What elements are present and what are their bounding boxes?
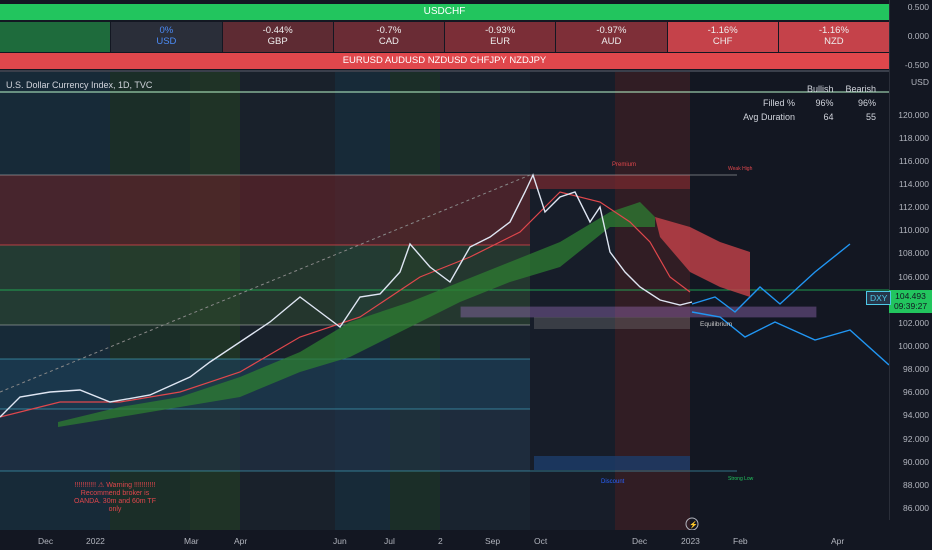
- strength-cell-cad[interactable]: -0.7% CAD: [333, 22, 445, 52]
- weak-high-label: Weak High: [728, 166, 753, 172]
- strength-code: NZD: [824, 36, 844, 47]
- pane-separator[interactable]: [0, 70, 889, 72]
- strong-low-label: Strong Low: [728, 476, 754, 482]
- strength-cell-nzd[interactable]: -1.16% NZD: [778, 22, 889, 52]
- equilibrium-label: Equilibrium: [700, 321, 732, 328]
- strength-value: -0.97%: [596, 25, 627, 36]
- pair-title: USDCHF: [0, 4, 889, 20]
- projection-down: [691, 311, 889, 366]
- strength-cell-gbp[interactable]: -0.44% GBP: [222, 22, 334, 52]
- strength-code: GBP: [267, 36, 288, 47]
- stats-header-bull: Bullish: [806, 84, 834, 94]
- stats-table: Bullish Bearish Filled % 96% 96% Avg Durati…: [737, 82, 882, 124]
- currency-strength-row: 0% USD -0.44% GBP -0.7% CAD -0.93% EUR -0.97…: [0, 22, 889, 52]
- equilibrium-box[interactable]: [460, 306, 817, 318]
- strength-value: -0.44%: [262, 25, 293, 36]
- price-chart[interactable]: Premium Weak High Equilibrium Discount S…: [0, 72, 889, 530]
- strength-value: -1.16%: [818, 25, 849, 36]
- stats-label: Filled %: [762, 98, 795, 108]
- premium-label: Premium: [612, 162, 636, 168]
- symbol-tag: DXY: [866, 291, 892, 305]
- cloud-bearish: [655, 217, 750, 297]
- strength-code: CHF: [712, 36, 733, 47]
- svg-text:⚡: ⚡: [689, 520, 698, 529]
- strength-cell-eur[interactable]: -0.93% EUR: [445, 22, 557, 52]
- strength-cell-aud[interactable]: -0.97% AUD: [556, 22, 668, 52]
- pairs-list: EURUSD AUDUSD NZDUSD CHFJPY NZDJPY: [0, 53, 889, 69]
- currency-label: USD: [911, 77, 929, 87]
- price-series: [0, 173, 693, 418]
- last-price-tag: 104.493 09:39:27: [889, 290, 932, 313]
- strength-cell-chf[interactable]: -1.16% CHF: [667, 22, 779, 52]
- premium-zone: [0, 175, 530, 245]
- projection-up: [691, 243, 851, 313]
- discount-label: Discount: [601, 479, 625, 485]
- warning-text: !!!!!!!!!!! ⚠ Warning !!!!!!!!!!! Recomm…: [74, 482, 156, 513]
- time-axis[interactable]: Dec 2022 Mar Apr Jun Jul 2 Sep Oct Dec 2…: [38, 536, 845, 546]
- zone-mid: [0, 245, 530, 325]
- strength-cell-usd[interactable]: 0% USD: [111, 22, 223, 52]
- price-axis[interactable]: 0.500 0.000 -0.500 USD 120.000 118.000 1…: [889, 0, 932, 520]
- stats-header-bear: Bearish: [845, 84, 876, 94]
- chart-title: U.S. Dollar Currency Index, 1D, TVC: [6, 80, 153, 90]
- stats-label: Avg Duration: [743, 112, 795, 122]
- strength-value: -0.93%: [485, 25, 516, 36]
- strength-code: EUR: [490, 36, 511, 47]
- cloud-bullish: [58, 202, 655, 427]
- bolt-icon[interactable]: [685, 517, 699, 530]
- strength-cell[interactable]: [0, 22, 112, 52]
- strength-code: USD: [156, 36, 177, 47]
- strength-value: 0%: [159, 25, 174, 36]
- strength-value: -1.16%: [707, 25, 738, 36]
- strength-code: AUD: [601, 36, 622, 47]
- strength-code: CAD: [378, 36, 399, 47]
- strength-value: -0.7%: [376, 25, 402, 36]
